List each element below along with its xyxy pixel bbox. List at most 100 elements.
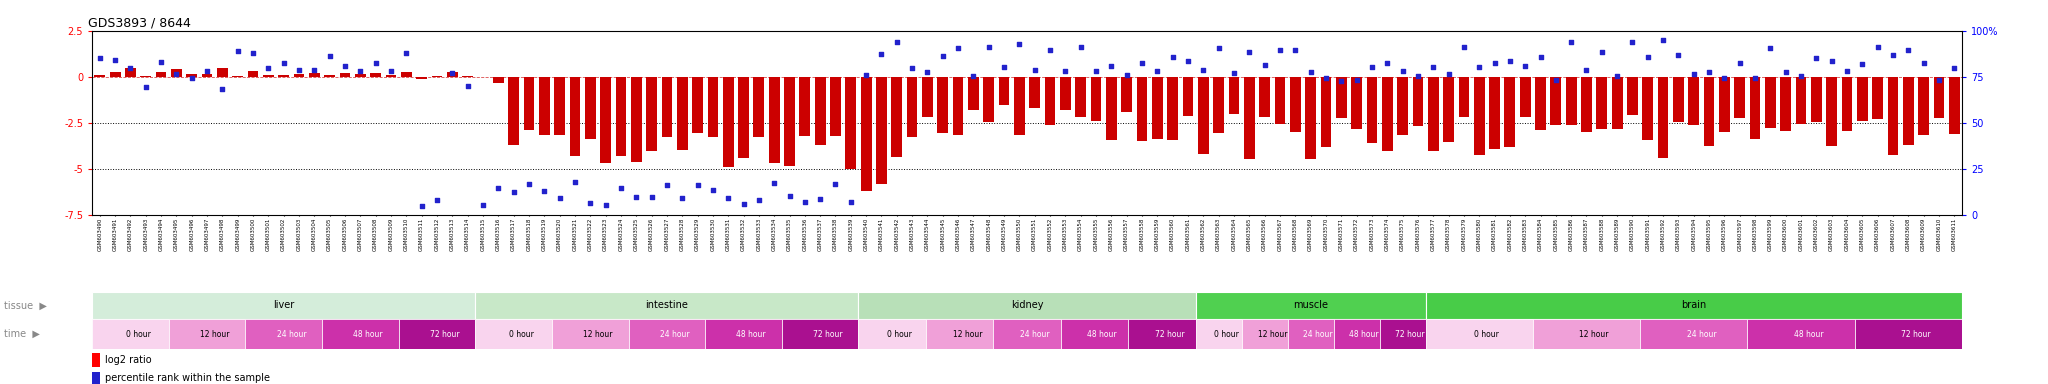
Text: muscle: muscle bbox=[1292, 300, 1327, 310]
Bar bbox=[952, 77, 963, 135]
Point bbox=[1448, 44, 1481, 50]
Point bbox=[1110, 72, 1143, 78]
Bar bbox=[248, 71, 258, 77]
Point bbox=[881, 39, 913, 45]
Point bbox=[727, 201, 760, 207]
Bar bbox=[186, 74, 197, 77]
Text: 72 hour: 72 hour bbox=[813, 329, 842, 339]
Bar bbox=[616, 77, 627, 156]
Point bbox=[221, 48, 254, 54]
Point bbox=[758, 180, 791, 186]
Bar bbox=[432, 76, 442, 77]
Bar bbox=[1106, 77, 1116, 140]
Bar bbox=[1657, 77, 1669, 158]
Bar bbox=[539, 77, 549, 134]
Point bbox=[1831, 68, 1864, 74]
Point bbox=[268, 60, 301, 66]
Text: 12 hour: 12 hour bbox=[1579, 329, 1610, 339]
Bar bbox=[1747, 319, 1855, 349]
Bar bbox=[860, 77, 872, 191]
Point bbox=[1632, 54, 1665, 60]
Bar bbox=[1014, 77, 1024, 135]
Text: 72 hour: 72 hour bbox=[1901, 329, 1931, 339]
Point bbox=[1233, 49, 1266, 55]
Point bbox=[1845, 61, 1878, 68]
Point bbox=[1907, 60, 1939, 66]
Point bbox=[451, 83, 483, 89]
Text: 24 hour: 24 hour bbox=[1020, 329, 1049, 339]
Bar bbox=[737, 77, 750, 158]
Bar bbox=[217, 68, 227, 77]
Bar bbox=[125, 68, 135, 77]
Bar bbox=[156, 72, 166, 77]
Bar bbox=[1305, 77, 1317, 159]
Bar bbox=[1950, 77, 1960, 134]
Bar bbox=[1888, 77, 1898, 155]
Point bbox=[895, 65, 928, 71]
Bar bbox=[1260, 77, 1270, 117]
Bar bbox=[553, 319, 629, 349]
Bar bbox=[1933, 77, 1944, 119]
Bar bbox=[1735, 77, 1745, 119]
Bar bbox=[279, 75, 289, 77]
Bar bbox=[1137, 77, 1147, 141]
Text: 0 hour: 0 hour bbox=[1214, 329, 1239, 339]
Text: brain: brain bbox=[1681, 300, 1706, 310]
Text: tissue  ▶: tissue ▶ bbox=[4, 300, 47, 310]
Point bbox=[1708, 75, 1741, 81]
Point bbox=[190, 68, 223, 74]
Point bbox=[850, 72, 883, 78]
Text: 0 hour: 0 hour bbox=[508, 329, 535, 339]
Point bbox=[651, 182, 684, 188]
Bar bbox=[92, 292, 475, 319]
Bar bbox=[1612, 77, 1622, 129]
Bar bbox=[385, 75, 397, 77]
Bar bbox=[754, 77, 764, 137]
Point bbox=[604, 185, 637, 191]
Bar bbox=[1673, 77, 1683, 122]
Bar bbox=[891, 77, 903, 157]
Bar bbox=[1167, 77, 1178, 141]
Text: 12 hour: 12 hour bbox=[1257, 329, 1286, 339]
Point bbox=[176, 75, 209, 81]
Point bbox=[344, 68, 377, 74]
Point bbox=[1141, 68, 1174, 74]
Bar bbox=[1382, 77, 1393, 151]
Text: GDS3893 / 8644: GDS3893 / 8644 bbox=[88, 17, 190, 30]
Text: 72 hour: 72 hour bbox=[430, 329, 459, 339]
Bar bbox=[1425, 319, 1532, 349]
Point bbox=[283, 67, 315, 73]
Point bbox=[528, 189, 561, 195]
Point bbox=[1663, 52, 1696, 58]
Bar bbox=[1704, 77, 1714, 146]
Point bbox=[1862, 44, 1894, 50]
Text: 24 hour: 24 hour bbox=[276, 329, 307, 339]
Point bbox=[1126, 60, 1159, 66]
Bar bbox=[983, 77, 993, 122]
Bar bbox=[692, 77, 702, 133]
Bar bbox=[782, 319, 858, 349]
Point bbox=[942, 45, 975, 51]
Text: 48 hour: 48 hour bbox=[352, 329, 383, 339]
Bar bbox=[111, 72, 121, 77]
Bar bbox=[1872, 77, 1882, 119]
Point bbox=[375, 68, 408, 74]
Bar bbox=[416, 77, 428, 79]
Bar bbox=[524, 77, 535, 130]
Bar bbox=[141, 76, 152, 77]
Bar bbox=[1380, 319, 1425, 349]
Bar bbox=[1458, 77, 1468, 118]
Point bbox=[1079, 68, 1112, 74]
Text: liver: liver bbox=[272, 300, 295, 310]
Point bbox=[713, 195, 745, 201]
Point bbox=[1800, 55, 1833, 61]
Point bbox=[299, 67, 332, 73]
Point bbox=[834, 199, 866, 205]
Bar bbox=[1718, 77, 1731, 132]
Point bbox=[1417, 64, 1450, 70]
Text: 0 hour: 0 hour bbox=[1475, 329, 1499, 339]
Point bbox=[1065, 44, 1098, 50]
Text: 24 hour: 24 hour bbox=[659, 329, 690, 339]
Point bbox=[420, 197, 453, 204]
Bar bbox=[1182, 77, 1194, 116]
